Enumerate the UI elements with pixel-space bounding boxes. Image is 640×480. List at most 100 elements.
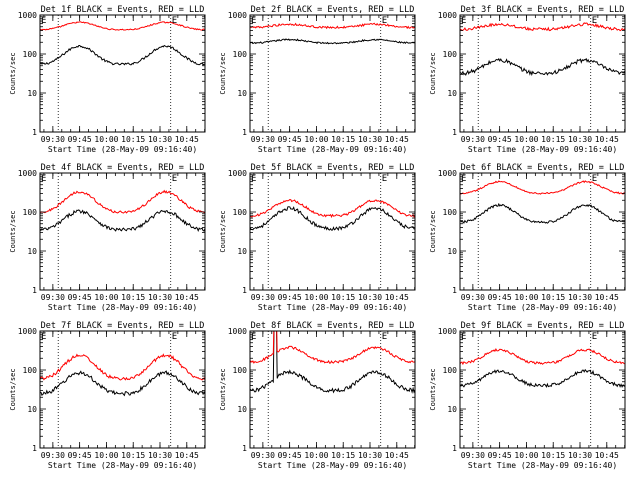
x-tick-label: 09:30 <box>251 293 275 302</box>
plot-frame <box>459 330 626 449</box>
x-tick-label: 10:30 <box>148 451 172 460</box>
marker-e-label: E <box>251 16 256 26</box>
y-axis-label: Counts/sec <box>9 368 17 410</box>
chart-title: Det 7f BLACK = Events, RED = LLD <box>41 321 205 331</box>
x-axis-label: Start Time (28-May-09 09:16:40) <box>48 303 197 312</box>
series-line-lld <box>460 180 625 195</box>
x-tick-label: 10:00 <box>514 135 538 144</box>
x-tick-label: 10:45 <box>595 451 619 460</box>
y-tick-label: 100 <box>233 50 248 59</box>
x-tick-label: 10:00 <box>514 293 538 302</box>
x-tick-label: 10:15 <box>331 135 355 144</box>
x-tick-label: 10:45 <box>385 293 409 302</box>
x-tick-label: 10:30 <box>358 135 382 144</box>
y-tick-label: 1000 <box>18 327 37 336</box>
x-tick-label: 10:00 <box>304 135 328 144</box>
x-tick-label: 10:15 <box>331 451 355 460</box>
x-tick-label: 09:45 <box>68 293 92 302</box>
y-axis-label: Counts/sec <box>219 52 227 94</box>
x-tick-label: 09:45 <box>488 135 512 144</box>
y-tick-label: 10 <box>27 89 37 98</box>
series-line-lld <box>460 348 625 366</box>
y-tick-label: 100 <box>443 50 458 59</box>
x-tick-label: 10:00 <box>94 293 118 302</box>
x-tick-label: 10:00 <box>94 135 118 144</box>
x-tick-label: 10:30 <box>148 135 172 144</box>
chart-title: Det 3f BLACK = Events, RED = LLD <box>461 5 625 15</box>
y-tick-label: 1000 <box>438 11 457 20</box>
marker-e-label: E <box>461 16 466 26</box>
plot-frame <box>249 172 416 291</box>
x-tick-label: 10:15 <box>121 293 145 302</box>
y-axis-label: Counts/sec <box>219 368 227 410</box>
x-tick-label: 09:45 <box>278 135 302 144</box>
marker-e-label: E <box>461 174 466 184</box>
marker-e-annotation: E <box>592 16 597 26</box>
plot-frame <box>249 14 416 133</box>
series-line-events <box>250 206 415 232</box>
y-axis-label: Counts/sec <box>429 210 437 252</box>
series-line-events <box>250 38 415 45</box>
y-tick-label: 10 <box>447 247 457 256</box>
y-tick-label: 1 <box>32 444 37 453</box>
chart-panel-8: Det 8f BLACK = Events, RED = LLD Counts/s… <box>219 321 416 470</box>
x-tick-label: 09:30 <box>41 451 65 460</box>
y-axis-label: Counts/sec <box>429 52 437 94</box>
x-axis-label: Start Time (28-May-09 09:16:40) <box>48 145 197 154</box>
x-axis-label: Start Time (28-May-09 09:16:40) <box>468 303 617 312</box>
x-tick-label: 09:45 <box>488 293 512 302</box>
y-tick-label: 10 <box>447 89 457 98</box>
y-tick-label: 100 <box>23 366 38 375</box>
x-tick-label: 10:30 <box>358 293 382 302</box>
y-axis-label: Counts/sec <box>219 210 227 252</box>
marker-e-label: E <box>461 332 466 342</box>
x-tick-label: 09:45 <box>488 451 512 460</box>
chart-panel-9: Det 9f BLACK = Events, RED = LLD Counts/s… <box>429 321 626 470</box>
x-tick-label: 10:30 <box>358 451 382 460</box>
series-line-events <box>460 368 625 388</box>
x-tick-label: 09:30 <box>461 293 485 302</box>
y-tick-label: 10 <box>447 405 457 414</box>
chart-panel-6: Det 6f BLACK = Events, RED = LLD Counts/s… <box>429 163 626 312</box>
y-tick-label: 100 <box>233 366 248 375</box>
x-tick-label: 10:30 <box>148 293 172 302</box>
x-tick-label: 09:30 <box>461 135 485 144</box>
plot-frame <box>459 172 626 291</box>
x-tick-label: 10:45 <box>595 293 619 302</box>
marker-e-label: E <box>41 16 46 26</box>
y-tick-label: 1000 <box>228 327 247 336</box>
x-tick-label: 09:45 <box>68 451 92 460</box>
series-line-lld <box>40 353 205 381</box>
y-tick-label: 100 <box>23 50 38 59</box>
marker-e-annotation: E <box>172 332 177 342</box>
chart-title: Det 2f BLACK = Events, RED = LLD <box>251 5 415 15</box>
series-line-lld <box>250 22 415 30</box>
marker-e-annotation: E <box>382 16 387 26</box>
x-tick-label: 10:45 <box>175 293 199 302</box>
y-tick-label: 100 <box>23 208 38 217</box>
x-tick-label: 10:45 <box>175 135 199 144</box>
x-tick-label: 09:30 <box>251 451 275 460</box>
y-tick-label: 1 <box>452 444 457 453</box>
y-tick-label: 10 <box>237 247 247 256</box>
y-tick-label: 1000 <box>438 169 457 178</box>
plot-frame <box>459 14 626 133</box>
chart-panel-2: Det 2f BLACK = Events, RED = LLD Counts/s… <box>219 5 416 154</box>
x-axis-label: Start Time (28-May-09 09:16:40) <box>48 461 197 470</box>
y-tick-label: 1 <box>32 128 37 137</box>
marker-e-annotation: E <box>172 16 177 26</box>
plot-frame <box>249 330 416 449</box>
marker-e-annotation: E <box>172 174 177 184</box>
chart-panel-4: Det 4f BLACK = Events, RED = LLD Counts/s… <box>9 163 206 312</box>
y-tick-label: 1000 <box>438 327 457 336</box>
series-line-lld <box>40 189 205 214</box>
chart-panel-3: Det 3f BLACK = Events, RED = LLD Counts/s… <box>429 5 626 154</box>
marker-e-label: E <box>41 174 46 184</box>
x-tick-label: 09:30 <box>41 293 65 302</box>
y-tick-label: 100 <box>443 366 458 375</box>
x-tick-label: 10:45 <box>175 451 199 460</box>
x-tick-label: 10:00 <box>304 293 328 302</box>
x-tick-label: 09:45 <box>278 293 302 302</box>
